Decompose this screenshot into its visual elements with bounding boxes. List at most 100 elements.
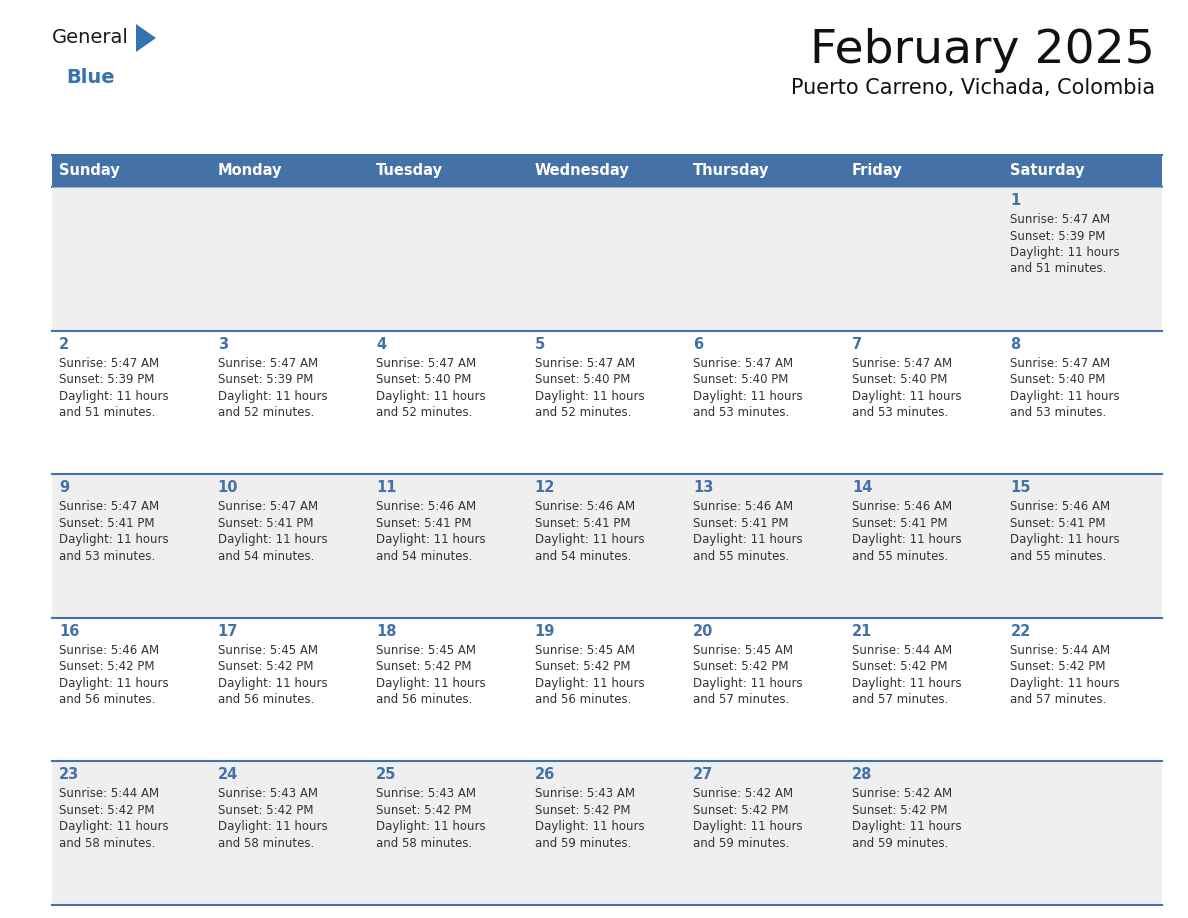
Text: Daylight: 11 hours: Daylight: 11 hours [694,677,803,689]
Text: Sunset: 5:40 PM: Sunset: 5:40 PM [377,373,472,386]
Bar [52,618,210,761]
Text: 12: 12 [535,480,555,495]
Bar [369,330,527,475]
Text: February 2025: February 2025 [810,28,1155,73]
Text: 25: 25 [377,767,397,782]
Text: Sunset: 5:42 PM: Sunset: 5:42 PM [217,660,314,673]
Text: 2: 2 [59,337,69,352]
Text: Sunset: 5:41 PM: Sunset: 5:41 PM [217,517,314,530]
Text: 5: 5 [535,337,545,352]
Text: Sunset: 5:41 PM: Sunset: 5:41 PM [1011,517,1106,530]
Text: 1: 1 [1011,193,1020,208]
Text: Sunrise: 5:47 AM: Sunrise: 5:47 AM [59,500,159,513]
Bar [210,330,369,475]
Text: Daylight: 11 hours: Daylight: 11 hours [377,533,486,546]
Text: Daylight: 11 hours: Daylight: 11 hours [535,677,644,689]
Text: 19: 19 [535,624,555,639]
Bar [52,187,210,330]
Text: Sunset: 5:42 PM: Sunset: 5:42 PM [535,660,630,673]
Text: 24: 24 [217,767,238,782]
Bar [527,187,687,330]
Text: Tuesday: Tuesday [377,163,443,178]
Bar [52,475,210,618]
Text: Sunset: 5:40 PM: Sunset: 5:40 PM [694,373,789,386]
Text: Sunrise: 5:47 AM: Sunrise: 5:47 AM [535,356,634,370]
Text: Daylight: 11 hours: Daylight: 11 hours [59,821,169,834]
Text: and 55 minutes.: and 55 minutes. [694,550,790,563]
Bar [210,618,369,761]
Text: Sunset: 5:42 PM: Sunset: 5:42 PM [1011,660,1106,673]
Text: Sunset: 5:42 PM: Sunset: 5:42 PM [535,804,630,817]
Bar [845,155,1004,187]
Text: Daylight: 11 hours: Daylight: 11 hours [377,677,486,689]
Text: Sunrise: 5:46 AM: Sunrise: 5:46 AM [377,500,476,513]
Bar [369,187,527,330]
Bar [1004,155,1162,187]
Text: Sunrise: 5:47 AM: Sunrise: 5:47 AM [217,500,317,513]
Text: 21: 21 [852,624,872,639]
Text: 3: 3 [217,337,228,352]
Text: Daylight: 11 hours: Daylight: 11 hours [1011,533,1120,546]
Text: 27: 27 [694,767,714,782]
Text: Sunrise: 5:47 AM: Sunrise: 5:47 AM [1011,356,1111,370]
Bar [527,155,687,187]
Text: and 53 minutes.: and 53 minutes. [59,550,156,563]
Text: Sunrise: 5:47 AM: Sunrise: 5:47 AM [377,356,476,370]
Bar [52,155,210,187]
Text: Sunset: 5:42 PM: Sunset: 5:42 PM [217,804,314,817]
Text: and 59 minutes.: and 59 minutes. [852,837,948,850]
Text: and 59 minutes.: and 59 minutes. [535,837,631,850]
Text: Sunset: 5:42 PM: Sunset: 5:42 PM [694,660,789,673]
Text: Sunrise: 5:47 AM: Sunrise: 5:47 AM [1011,213,1111,226]
Bar [687,187,845,330]
Bar [1004,187,1162,330]
Text: and 58 minutes.: and 58 minutes. [377,837,473,850]
Text: Thursday: Thursday [694,163,770,178]
Text: Daylight: 11 hours: Daylight: 11 hours [217,677,327,689]
Text: Daylight: 11 hours: Daylight: 11 hours [59,677,169,689]
Polygon shape [135,24,156,52]
Text: Sunrise: 5:42 AM: Sunrise: 5:42 AM [852,788,952,800]
Text: Sunrise: 5:46 AM: Sunrise: 5:46 AM [852,500,952,513]
Text: Sunset: 5:41 PM: Sunset: 5:41 PM [852,517,947,530]
Text: Friday: Friday [852,163,903,178]
Bar [527,330,687,475]
Text: Daylight: 11 hours: Daylight: 11 hours [694,389,803,403]
Bar [369,761,527,905]
Text: 7: 7 [852,337,862,352]
Text: Monday: Monday [217,163,282,178]
Text: Daylight: 11 hours: Daylight: 11 hours [1011,389,1120,403]
Bar [210,761,369,905]
Text: Blue: Blue [67,68,114,87]
Text: Sunset: 5:41 PM: Sunset: 5:41 PM [59,517,154,530]
Text: General: General [52,28,128,47]
Text: 15: 15 [1011,480,1031,495]
Text: and 51 minutes.: and 51 minutes. [1011,263,1107,275]
Text: Sunset: 5:39 PM: Sunset: 5:39 PM [59,373,154,386]
Text: Sunset: 5:40 PM: Sunset: 5:40 PM [852,373,947,386]
Text: Sunset: 5:39 PM: Sunset: 5:39 PM [1011,230,1106,242]
Text: Sunset: 5:42 PM: Sunset: 5:42 PM [852,660,947,673]
Text: and 57 minutes.: and 57 minutes. [694,693,790,706]
Text: and 52 minutes.: and 52 minutes. [535,406,631,420]
Text: Daylight: 11 hours: Daylight: 11 hours [1011,246,1120,259]
Text: and 54 minutes.: and 54 minutes. [377,550,473,563]
Text: and 57 minutes.: and 57 minutes. [1011,693,1107,706]
Bar [687,618,845,761]
Bar [845,618,1004,761]
Text: Daylight: 11 hours: Daylight: 11 hours [217,533,327,546]
Bar [210,155,369,187]
Bar [369,155,527,187]
Text: and 55 minutes.: and 55 minutes. [852,550,948,563]
Text: Sunrise: 5:43 AM: Sunrise: 5:43 AM [535,788,634,800]
Text: Daylight: 11 hours: Daylight: 11 hours [694,821,803,834]
Text: and 58 minutes.: and 58 minutes. [59,837,156,850]
Text: and 56 minutes.: and 56 minutes. [377,693,473,706]
Bar [1004,330,1162,475]
Text: and 54 minutes.: and 54 minutes. [535,550,631,563]
Text: Sunrise: 5:46 AM: Sunrise: 5:46 AM [694,500,794,513]
Text: Sunset: 5:40 PM: Sunset: 5:40 PM [1011,373,1106,386]
Text: and 56 minutes.: and 56 minutes. [217,693,314,706]
Bar [210,475,369,618]
Text: Sunset: 5:42 PM: Sunset: 5:42 PM [59,804,154,817]
